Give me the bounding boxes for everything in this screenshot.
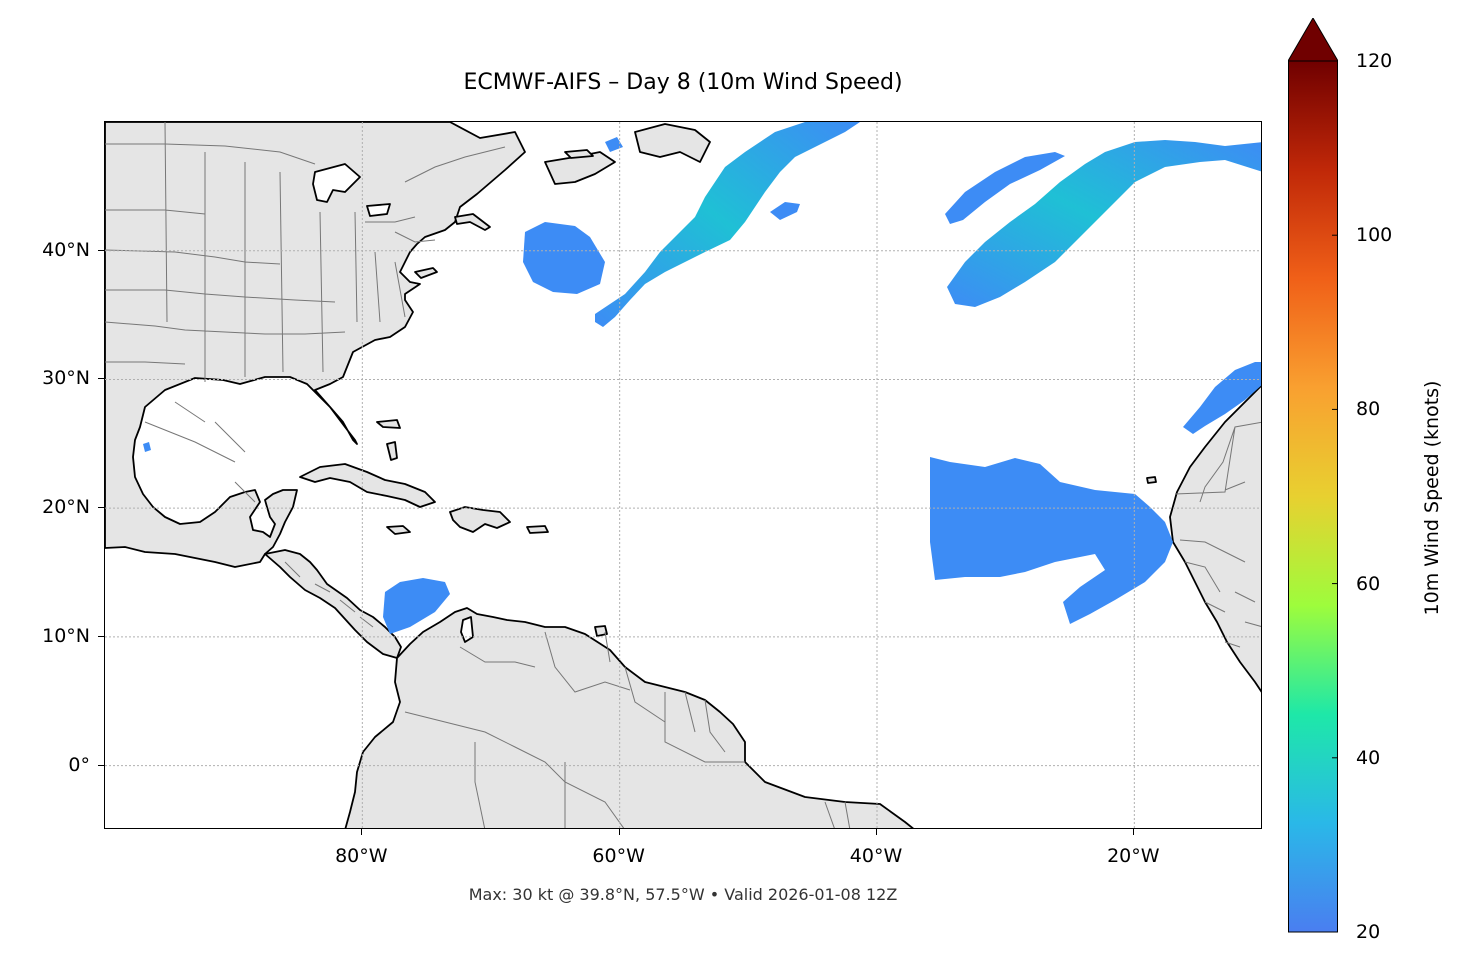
- puerto-rico: [526, 525, 549, 534]
- colorbar-tick-label: 120: [1356, 50, 1393, 72]
- mexico-state-borders: [144, 401, 256, 503]
- x-tick-label: 20°W: [1107, 845, 1160, 867]
- south-america-borders: [404, 631, 851, 828]
- hispaniola: [449, 506, 511, 533]
- y-tick-label: 0°: [68, 753, 90, 776]
- colorbar-title: 10m Wind Speed (knots): [1421, 380, 1443, 616]
- y-tick: [98, 249, 104, 251]
- land-layer: [105, 122, 1261, 828]
- y-tick-label: 20°N: [42, 496, 90, 519]
- wind-blob-small-1: [770, 202, 800, 220]
- colorbar-extend-arrow: [1288, 18, 1338, 62]
- wind-blob-west: [523, 222, 605, 294]
- cape-cod: [454, 213, 491, 231]
- colorbar-ticks: [1332, 60, 1338, 933]
- colorbar-tick-label: 20: [1356, 921, 1381, 943]
- lake-maracaibo: [460, 616, 474, 643]
- y-tick-label: 40°N: [42, 238, 90, 261]
- colorbar-tick-label: 80: [1356, 398, 1381, 421]
- x-tick-label: 40°W: [849, 845, 903, 867]
- x-tick: [361, 829, 363, 835]
- wind-blob-small-2: [605, 137, 623, 152]
- map-frame[interactable]: [104, 121, 1262, 829]
- central-america-borders: [284, 561, 374, 628]
- wind-blob-trades-east: [930, 457, 1173, 624]
- x-tick-label: 80°W: [335, 845, 388, 867]
- wind-blob-gulf: [143, 442, 151, 452]
- colorbar-tick-label: 100: [1356, 224, 1393, 247]
- colorbar-tick-label: 40: [1356, 746, 1381, 769]
- wind-jet-north-atlantic: [595, 122, 860, 327]
- africa-landmass: [1169, 384, 1261, 693]
- wind-blob-north-band: [945, 152, 1065, 224]
- us-canada-border: [105, 143, 506, 183]
- canary-islands: [1146, 476, 1157, 484]
- colorbar: [1288, 18, 1338, 933]
- wind-speed-layer: [143, 122, 1261, 634]
- newfoundland: [634, 123, 711, 163]
- wind-blob-azores: [1183, 362, 1261, 434]
- trinidad: [594, 625, 608, 637]
- north-america-landmass: [105, 122, 526, 568]
- x-tick: [1133, 829, 1135, 835]
- jamaica: [386, 525, 411, 535]
- central-america: [264, 549, 402, 659]
- long-island: [414, 267, 438, 279]
- y-tick: [98, 378, 104, 380]
- border-layer: [105, 122, 1261, 828]
- south-america: [344, 607, 914, 828]
- africa-borders: [1174, 421, 1261, 648]
- y-tick: [98, 507, 104, 509]
- cuba: [299, 463, 436, 508]
- y-tick-label: 10°N: [42, 624, 90, 647]
- map-canvas[interactable]: [105, 122, 1262, 829]
- map-title: ECMWF-AIFS – Day 8 (10m Wind Speed): [463, 70, 903, 95]
- gridlines: [105, 122, 1261, 828]
- y-tick-label: 30°N: [42, 367, 90, 390]
- colorbar-gradient: [1288, 60, 1338, 933]
- great-lakes: [312, 163, 391, 217]
- map-footer-info: Max: 30 kt @ 39.8°N, 57.5°W • Valid 2026…: [468, 885, 898, 904]
- x-tick: [618, 829, 620, 835]
- x-tick: [876, 829, 877, 835]
- wind-jet-mid-atlantic: [947, 140, 1261, 307]
- bahamas: [376, 419, 401, 461]
- wind-blob-caribbean: [383, 578, 450, 634]
- y-tick: [98, 635, 104, 637]
- x-tick-label: 60°W: [592, 845, 645, 867]
- colorbar-tick-label: 60: [1356, 572, 1381, 595]
- pei-island: [564, 149, 594, 159]
- y-tick: [98, 764, 104, 766]
- us-state-borders: [105, 122, 436, 382]
